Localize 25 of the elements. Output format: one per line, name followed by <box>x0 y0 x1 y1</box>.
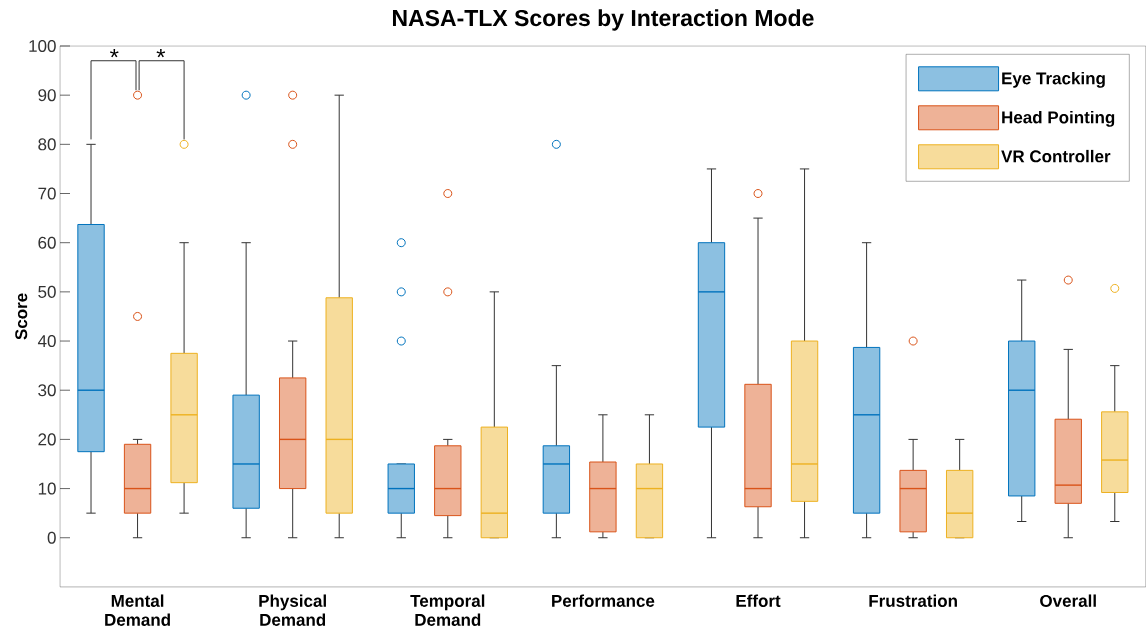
y-axis-title: Score <box>15 293 28 340</box>
annotation: * <box>156 48 166 58</box>
y-tick-label: 30 <box>38 384 56 397</box>
y-tick-label: 0 <box>47 531 56 544</box>
x-tick-label: Effort <box>736 594 781 607</box>
y-tick-label: 60 <box>38 236 56 249</box>
y-tick-label: 80 <box>38 138 56 151</box>
y-tick-label: 90 <box>38 89 56 102</box>
x-tick-label: Temporal Demand <box>410 594 485 626</box>
legend-label: Eye Tracking <box>1002 71 1105 88</box>
y-tick-label: 70 <box>38 187 56 200</box>
x-tick-label: Physical Demand <box>259 594 326 626</box>
y-tick-label: 100 <box>29 40 56 53</box>
y-tick-label: 40 <box>37 335 56 348</box>
y-tick-label: 50 <box>38 285 56 298</box>
x-tick-label: Performance <box>552 594 655 607</box>
chart-title: NASA-TLX Scores by Interaction Mode <box>392 9 814 31</box>
x-tick-label: Frustration <box>869 594 957 607</box>
y-tick-label: 10 <box>38 482 56 495</box>
annotation: * <box>110 48 119 58</box>
legend-label: Head Pointing <box>1002 110 1115 127</box>
x-tick-label: Overall <box>1040 594 1096 607</box>
y-tick-label: 20 <box>38 433 56 446</box>
x-tick-label: Mental Demand <box>105 594 170 626</box>
legend-label: VR Controller <box>1001 149 1111 163</box>
